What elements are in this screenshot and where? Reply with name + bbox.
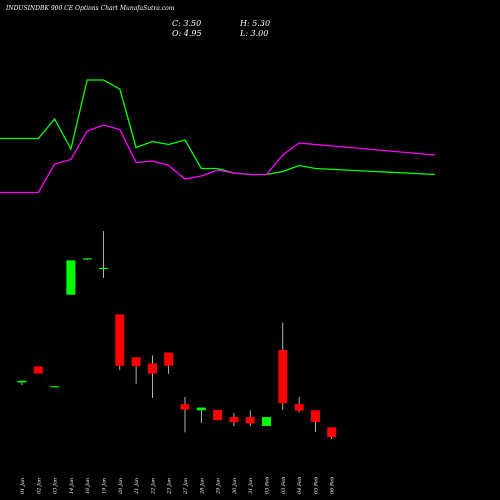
candle-body: [33, 366, 43, 374]
x-tick-label: 22 Jan: [150, 478, 156, 495]
candle-body: [147, 363, 157, 374]
candle: [50, 386, 60, 388]
x-tick-label: 03 Feb: [281, 477, 287, 494]
close-value: C: 3.50: [172, 19, 202, 28]
candle: [180, 397, 190, 433]
band-lines: [0, 79, 436, 194]
candle-body: [294, 404, 304, 411]
candle: [82, 258, 92, 261]
candle: [131, 357, 141, 384]
x-tick-label: 19 Jan: [102, 478, 108, 494]
x-tick-label: 01 Jan: [20, 478, 26, 494]
candle: [327, 427, 337, 440]
upper-band-line: [0, 79, 436, 176]
candle-body: [50, 386, 60, 388]
x-tick-label: 29 Jan: [216, 478, 222, 495]
lower-band-line: [0, 124, 436, 194]
chart-title: INDUSINDBK 900 CE Options Chart MunafaSu…: [6, 5, 175, 12]
candle-body: [196, 407, 206, 411]
candle-body: [278, 350, 288, 404]
x-tick-label: 21 Jan: [134, 478, 140, 495]
x-tick-label: 03 Feb: [265, 477, 271, 494]
candle-body: [213, 409, 223, 421]
candle: [278, 322, 288, 410]
candle: [245, 410, 255, 426]
candle-body: [310, 410, 320, 422]
candles: [17, 231, 337, 440]
candle-body: [17, 380, 27, 383]
candle-body: [115, 314, 125, 366]
open-value: O: 4.95: [172, 29, 202, 38]
candle: [213, 409, 223, 421]
x-tick-label: 23 Jan: [167, 478, 173, 495]
candle-body: [131, 357, 141, 367]
candle: [99, 231, 108, 279]
x-tick-label: 05 Feb: [313, 477, 319, 494]
x-tick-label: 14 Jan: [69, 478, 75, 494]
x-tick-label: 28 Jan: [199, 478, 205, 495]
candle: [115, 314, 125, 371]
candle: [196, 407, 206, 423]
x-tick-label: 03 Jan: [53, 478, 59, 494]
x-tick-label: 20 Jan: [118, 478, 124, 495]
candle-body: [82, 258, 92, 260]
x-tick-label: 31 Jan: [248, 478, 254, 494]
x-tick-label: 27 Jan: [183, 478, 189, 495]
candle: [164, 352, 174, 374]
candle-body: [327, 427, 337, 438]
x-tick-label: 02 Jan: [36, 478, 42, 494]
x-axis-ticks: 01 Jan 02 Jan 03 Jan 14 Jan 16 Jan 19 Jan 20 J…: [20, 477, 336, 495]
low-value: L: 3.00: [240, 29, 269, 38]
x-tick-label: 30 Jan: [232, 478, 238, 494]
candle: [294, 397, 304, 413]
candle: [66, 260, 76, 295]
high-value: H: 5.30: [240, 19, 271, 28]
candle: [262, 417, 271, 426]
candle-body: [262, 417, 271, 426]
candle: [229, 413, 239, 426]
candle: [33, 366, 43, 374]
candle-body: [99, 267, 108, 270]
candle-body: [229, 417, 239, 423]
x-tick-label: 16 Jan: [85, 478, 91, 494]
candle: [17, 380, 27, 386]
candle-body: [245, 417, 255, 424]
x-tick-label: 06 Feb: [330, 477, 336, 494]
candle: [147, 355, 157, 399]
candle: [310, 410, 320, 432]
x-tick-label: 04 Feb: [297, 477, 303, 494]
candle-body: [164, 352, 174, 366]
candle-body: [180, 404, 190, 410]
candle-body: [66, 260, 76, 295]
